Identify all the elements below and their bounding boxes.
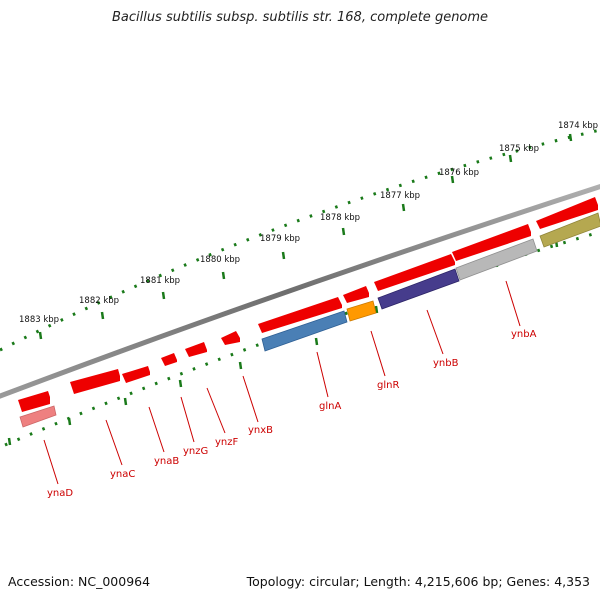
reverse-strand-genes xyxy=(18,197,598,412)
gene-label-ynaB[interactable]: ynaB xyxy=(154,456,179,467)
topology-text: Topology: circular; Length: 4,215,606 bp… xyxy=(246,574,590,589)
kbp-label-1878: 1878 kbp xyxy=(320,213,360,223)
genome-title: Bacillus subtilis subsp. subtilis str. 1… xyxy=(111,10,489,25)
gene-bar-ynaD[interactable] xyxy=(19,405,57,428)
accession-text: Accession: NC_000964 xyxy=(8,574,151,589)
kbp-label-1875: 1875 kbp xyxy=(499,144,539,154)
kbp-label-1880: 1880 kbp xyxy=(200,255,240,265)
gene-arrow-ynaB[interactable] xyxy=(122,366,150,383)
gene-bar-glnA[interactable] xyxy=(261,310,348,352)
gene-arrow-edge-outer[interactable] xyxy=(536,197,598,229)
gene-label-ynxB[interactable]: ynxB xyxy=(248,425,273,436)
gene-bar-olive[interactable] xyxy=(539,212,600,248)
gene-label-glnR[interactable]: glnR xyxy=(377,380,399,391)
gene-label-ynbA[interactable]: ynbA xyxy=(511,329,537,340)
kbp-label-1874: 1874 kbp xyxy=(558,121,598,131)
forward-strand-genes xyxy=(19,212,600,428)
kbp-label-1879: 1879 kbp xyxy=(260,234,300,244)
gene-arrow-ynxB[interactable] xyxy=(221,331,240,345)
gene-arrow-ynaD-outer[interactable] xyxy=(18,391,50,412)
gene-label-ynaC[interactable]: ynaC xyxy=(110,469,135,480)
gene-arrow-ynaC[interactable] xyxy=(70,369,120,394)
gene-arrow-glnR-outer[interactable] xyxy=(343,286,369,303)
gene-arrow-ynbB-outer[interactable] xyxy=(374,254,455,291)
kbp-label-1882: 1882 kbp xyxy=(79,296,119,306)
gene-label-ynzG[interactable]: ynzG xyxy=(183,446,208,457)
kbp-label-1881: 1881 kbp xyxy=(140,276,180,286)
kbp-label-1877: 1877 kbp xyxy=(380,191,420,201)
gene-label-ynaD[interactable]: ynaD xyxy=(47,488,73,499)
gene-arrow-glnA-outer[interactable] xyxy=(258,297,342,333)
gene-arrow-ynbA-outer[interactable] xyxy=(452,224,531,261)
gene-bar-ynbB[interactable] xyxy=(377,268,460,310)
gene-arrow-ynzG[interactable] xyxy=(161,353,177,366)
gene-label-ynzF[interactable]: ynzF xyxy=(215,437,239,448)
outer-major-ticks xyxy=(38,133,573,340)
kbp-label-1883: 1883 kbp xyxy=(19,315,59,325)
gene-label-ynbB[interactable]: ynbB xyxy=(433,358,459,369)
kbp-label-1876: 1876 kbp xyxy=(439,168,479,178)
gene-label-glnA[interactable]: glnA xyxy=(319,401,341,412)
label-leader-lines xyxy=(43,280,521,485)
gene-bar-ynbA[interactable] xyxy=(455,238,538,281)
gene-arrow-ynzF[interactable] xyxy=(185,342,207,357)
gene-bar-glnR[interactable] xyxy=(346,300,377,322)
genome-backbone xyxy=(0,183,600,399)
